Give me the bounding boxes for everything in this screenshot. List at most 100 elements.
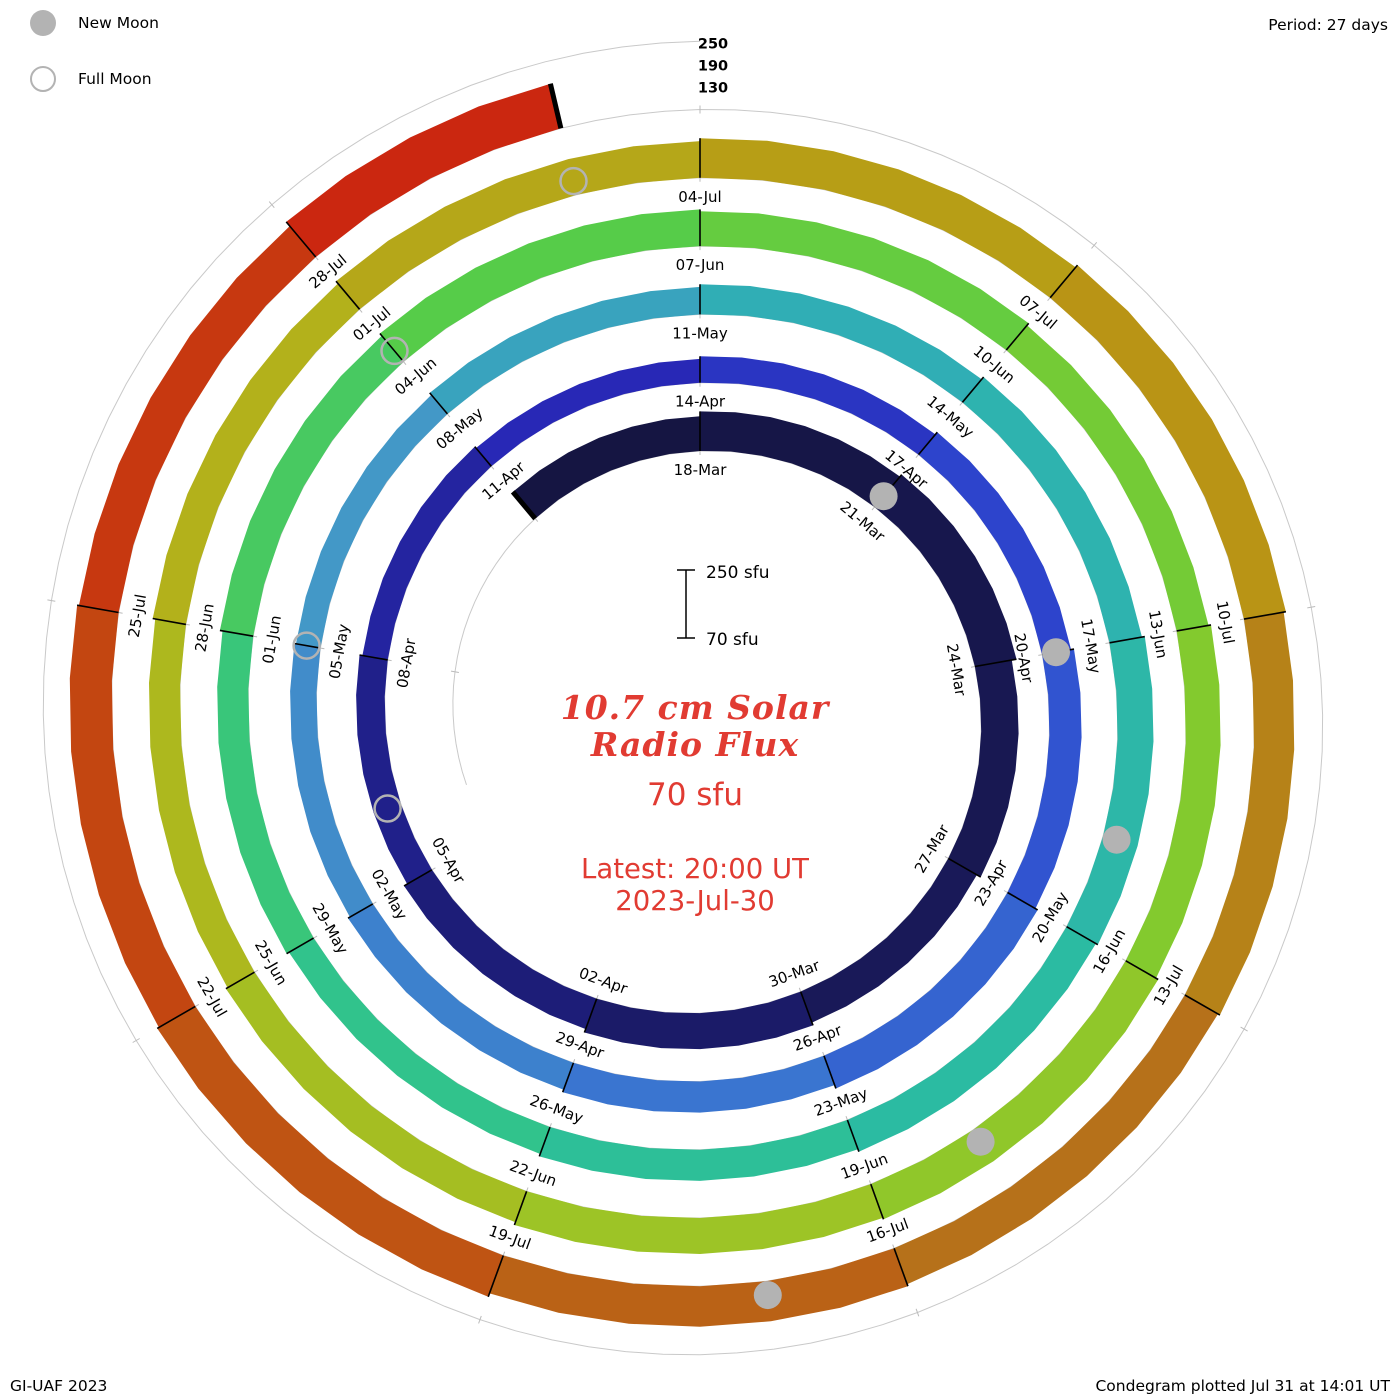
new-moon-marker [869, 482, 898, 511]
flux-band-segment [514, 1184, 883, 1254]
day-tick [513, 1191, 528, 1226]
flux-band-segment [700, 356, 936, 455]
day-tick [285, 221, 317, 258]
new-moon-marker [1042, 638, 1070, 667]
flux-band-segment [217, 630, 314, 954]
day-tick [347, 903, 374, 919]
new-moon-label: New Moon [78, 14, 159, 32]
full-moon-icon [30, 66, 56, 92]
day-tick [799, 991, 814, 1026]
day-tick [561, 1062, 575, 1093]
moon-legend: New Moon Full Moon [30, 8, 159, 120]
flux-band-segment [476, 358, 700, 467]
legend-row-new-moon: New Moon [30, 8, 159, 38]
center-text-block: 10.7 cm Solar Radio Flux 70 sfu Latest: … [493, 688, 897, 918]
scale-bar-min-label: 70 sfu [706, 630, 759, 650]
gridline-tick [268, 201, 275, 209]
flux-band-segment [489, 1248, 908, 1327]
date-label: 13-Jun [1145, 609, 1171, 660]
period-label: Period: 27 days [1268, 16, 1388, 34]
day-tick [547, 83, 564, 129]
flux-band-segment [584, 991, 813, 1050]
flux-band-segment [1066, 636, 1154, 945]
day-tick [1007, 891, 1039, 911]
date-label: 28-Jun [192, 602, 218, 653]
flux-band-segment [1006, 325, 1209, 631]
flux-band-segment [288, 938, 550, 1154]
day-tick [359, 654, 388, 661]
gridline-tick [1307, 606, 1316, 609]
flux-band-segment [1125, 624, 1221, 979]
day-tick [917, 431, 938, 456]
latest-observation: Latest: 20:00 UT 2023-Jul-30 [493, 853, 897, 918]
flux-band-segment [700, 411, 900, 507]
flux-band-segment [348, 903, 574, 1090]
gridline-tick [478, 1315, 482, 1324]
chart-title-line2: Radio Flux [590, 724, 800, 764]
gridline-tick [1091, 241, 1098, 249]
gridline-tick [915, 1308, 920, 1317]
day-tick [1243, 610, 1287, 620]
day-tick [1184, 994, 1221, 1016]
date-label: 05-May [325, 622, 352, 680]
day-tick [961, 376, 985, 403]
full-moon-marker [373, 794, 402, 823]
day-tick [294, 642, 321, 649]
day-tick [1109, 635, 1145, 644]
flux-band-segment [962, 377, 1142, 643]
flux-band-segment [948, 660, 1019, 878]
date-label: 01-Jun [259, 614, 285, 665]
date-label: 25-Jul [125, 593, 150, 639]
scale-bar-max-label: 250 sfu [706, 563, 769, 583]
day-tick [152, 617, 187, 626]
date-label: 08-Apr [393, 636, 420, 689]
date-label: 11-May [672, 324, 728, 342]
chart-title-line1: 10.7 cm Solar [560, 688, 830, 727]
day-tick [379, 332, 405, 363]
flux-band-segment [429, 286, 700, 414]
credit-label: GI-UAF 2023 [10, 1377, 108, 1395]
flux-band-segment [225, 972, 527, 1223]
flux-band-segment [295, 394, 448, 649]
day-tick [1049, 264, 1079, 299]
date-label: 14-Apr [675, 393, 726, 411]
day-tick [947, 857, 982, 878]
full-moon-label: Full Moon [78, 70, 152, 88]
day-tick [870, 1183, 885, 1220]
flux-band-segment [824, 892, 1038, 1089]
latest-time: Latest: 20:00 UT [581, 852, 809, 885]
date-label: 07-Jun [676, 256, 725, 274]
flux-band-segment [894, 995, 1218, 1285]
day-tick [403, 869, 433, 887]
flux-band-segment [870, 960, 1159, 1220]
flux-band-segment [356, 655, 432, 885]
radial-axis-label: 130 [698, 81, 728, 97]
flux-band-segment [539, 1120, 859, 1181]
flux-band-segment [700, 211, 1029, 350]
flux-band-segment [404, 869, 597, 1030]
flux-band-segment [219, 335, 404, 637]
new-moon-marker [966, 1127, 995, 1156]
flux-scale-bar: 250 sfu 70 sfu [677, 563, 769, 650]
date-label: 04-Jul [678, 188, 721, 206]
date-label: 19-Jun [838, 1150, 890, 1184]
radial-axis-label: 250 [698, 37, 728, 53]
day-tick [538, 1126, 551, 1157]
latest-date: 2023-Jul-30 [615, 885, 775, 918]
day-tick [1005, 322, 1030, 351]
day-tick [76, 604, 119, 614]
day-tick [429, 392, 449, 415]
flux-band-segment [149, 618, 255, 988]
date-label: 24-Mar [943, 642, 970, 698]
flux-band-segment [78, 226, 316, 613]
day-tick [893, 1248, 909, 1287]
date-label: 10-Jul [1213, 599, 1238, 645]
flux-band-segment [290, 643, 373, 918]
gridline-tick [1240, 1026, 1248, 1032]
full-moon-marker [292, 631, 321, 660]
day-tick [974, 658, 1017, 668]
flux-band-segment [874, 474, 1017, 667]
flux-band-segment [700, 284, 982, 403]
day-tick [219, 629, 254, 637]
